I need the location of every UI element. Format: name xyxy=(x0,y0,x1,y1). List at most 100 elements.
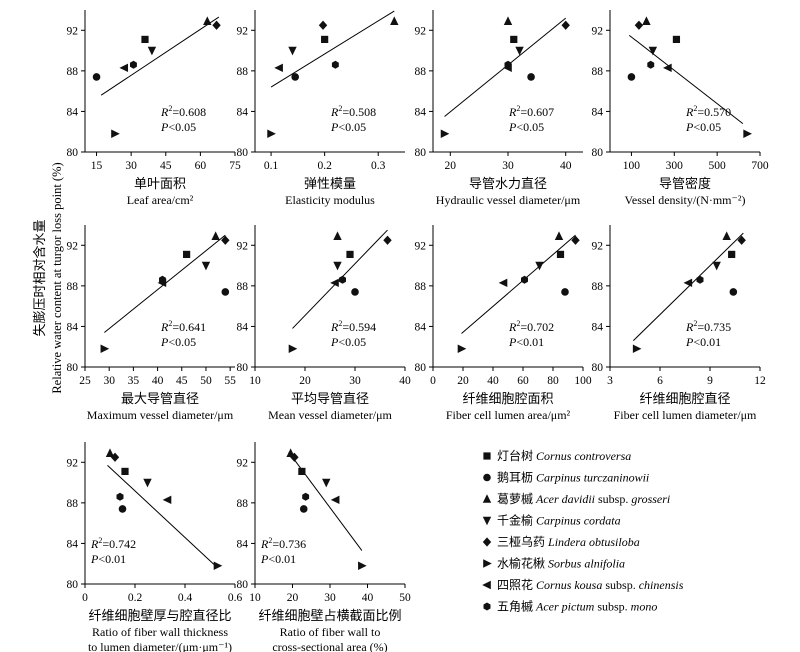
data-point-turczaninowii xyxy=(351,288,359,296)
data-point-turczaninowii xyxy=(627,73,636,81)
y-tick-label: 92 xyxy=(67,25,79,37)
legend-item-alnifolia: 水榆花楸 Sorbus alnifolia xyxy=(483,556,625,571)
legend-marker-kousa xyxy=(482,580,491,590)
x-tick-label: 50 xyxy=(200,375,212,387)
x-tick-label: 60 xyxy=(517,375,529,387)
legend-marker-alnifolia xyxy=(483,559,492,568)
data-point-obtusiloba xyxy=(737,235,746,245)
legend-label: 四照花 Cornus kousa subsp. chinensis xyxy=(497,577,684,592)
x-tick-label: 40 xyxy=(399,375,411,387)
y-tick-label: 80 xyxy=(415,362,427,374)
data-point-cordata xyxy=(515,46,524,56)
data-point-controversa xyxy=(510,35,518,44)
y-tick-label: 84 xyxy=(67,106,79,118)
data-point-davidii xyxy=(390,16,399,25)
data-point-cordata xyxy=(648,46,658,56)
y-tick-label: 88 xyxy=(67,66,79,78)
data-point-alnifolia xyxy=(358,561,367,570)
r-squared-label: R2=0.570 xyxy=(685,104,731,119)
data-point-obtusiloba xyxy=(561,20,570,30)
data-point-davidii xyxy=(333,231,342,240)
x-tick-label: 0 xyxy=(430,375,436,387)
legend-marker-controversa xyxy=(483,452,491,460)
x-axis-label-cn: 导管水力直径 xyxy=(469,176,547,191)
y-tick-label: 80 xyxy=(237,147,249,159)
data-point-obtusiloba xyxy=(318,20,328,30)
x-tick-label: 45 xyxy=(160,160,172,172)
p-value-label: P<0.05 xyxy=(330,120,366,134)
y-tick-label: 84 xyxy=(592,106,604,118)
data-point-obtusiloba xyxy=(634,20,644,30)
legend-label: 千金榆 Carpinus cordata xyxy=(497,513,621,528)
data-point-controversa xyxy=(141,35,149,44)
p-value-label: P<0.01 xyxy=(260,552,296,566)
x-tick-label: 30 xyxy=(502,160,514,172)
x-tick-label: 40 xyxy=(560,160,572,172)
x-axis-label-en: Ratio of fiber wall to xyxy=(280,625,381,639)
x-tick-label: 0.6 xyxy=(228,592,243,604)
data-point-turczaninowii xyxy=(527,73,535,81)
data-point-pictum xyxy=(339,275,346,284)
x-axis-label-cn: 弹性模量 xyxy=(304,176,356,191)
data-point-alnifolia xyxy=(213,561,223,570)
legend: 灯台树 Cornus controversa 鹅耳枥 Carpinus turcz… xyxy=(482,448,684,614)
data-point-pictum xyxy=(116,492,124,501)
y-tick-label: 88 xyxy=(237,66,249,78)
x-axis-label-en: Elasticity modulus xyxy=(285,193,375,207)
data-point-obtusiloba xyxy=(290,452,299,462)
data-point-controversa xyxy=(298,467,306,476)
x-axis-label-cn: 纤维细胞腔面积 xyxy=(462,391,553,406)
y-tick-label: 92 xyxy=(237,25,249,37)
legend-marker-pictum xyxy=(483,602,491,611)
x-tick-label: 20 xyxy=(287,592,299,604)
x-tick-label: 25 xyxy=(79,375,91,387)
x-axis-label-cn: 纤维细胞壁厚与腔直径比 xyxy=(88,608,231,623)
y-tick-label: 88 xyxy=(67,281,79,293)
p-value-label: P<0.05 xyxy=(160,335,196,349)
y-tick-label: 88 xyxy=(592,281,604,293)
legend-label: 灯台树 Cornus controversa xyxy=(497,448,631,463)
r-squared-label: R2=0.742 xyxy=(90,536,136,551)
x-tick-label: 80 xyxy=(547,375,559,387)
data-point-obtusiloba xyxy=(383,235,392,245)
data-point-alnifolia xyxy=(288,344,298,353)
r-squared-label: R2=0.641 xyxy=(160,319,206,334)
legend-label: 五角槭 Acer pictum subsp. mono xyxy=(497,600,657,614)
x-axis-label-en-line2: to lumen diameter/(μm·μm⁻¹) xyxy=(88,640,232,652)
x-axis-label-cn: 单叶面积 xyxy=(134,176,186,191)
trend-line xyxy=(100,16,220,96)
y-tick-label: 88 xyxy=(415,66,427,78)
r-squared-label: R2=0.607 xyxy=(508,104,554,119)
y-tick-label: 84 xyxy=(67,321,79,333)
x-tick-label: 10 xyxy=(249,375,261,387)
data-point-turczaninowii xyxy=(92,73,101,81)
data-point-turczaninowii xyxy=(729,288,738,296)
legend-item-obtusiloba: 三桠乌药 Lindera obtusiloba xyxy=(482,534,640,549)
y-axis-label: 失膨压时相对含水量 Relative water content at turgo… xyxy=(32,162,64,393)
data-point-pictum xyxy=(130,60,137,69)
data-point-turczaninowii xyxy=(291,73,299,81)
y-tick-label: 80 xyxy=(67,579,79,591)
data-point-davidii xyxy=(105,448,115,457)
data-point-alnifolia xyxy=(440,129,450,138)
y-tick-label: 80 xyxy=(415,147,427,159)
x-tick-label: 40 xyxy=(152,375,164,387)
legend-marker-turczaninowii xyxy=(483,473,491,482)
p-value-label: P<0.05 xyxy=(160,120,196,134)
y-tick-label: 84 xyxy=(237,106,249,118)
data-point-cordata xyxy=(712,261,721,271)
data-point-controversa xyxy=(556,250,565,259)
y-tick-label: 84 xyxy=(592,321,604,333)
data-point-alnifolia xyxy=(100,344,110,353)
p-value-label: P<0.05 xyxy=(330,335,366,349)
y-tick-label: 80 xyxy=(237,579,249,591)
r-squared-label: R2=0.735 xyxy=(685,319,731,334)
x-tick-label: 100 xyxy=(623,160,641,172)
data-point-controversa xyxy=(121,467,129,476)
legend-label: 三桠乌药 Lindera obtusiloba xyxy=(497,534,640,549)
